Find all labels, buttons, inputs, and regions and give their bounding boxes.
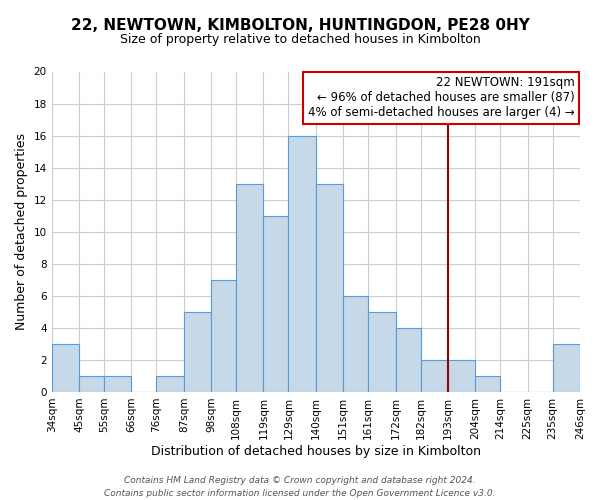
Bar <box>421 360 448 392</box>
Bar <box>395 328 421 392</box>
Bar <box>475 376 500 392</box>
Bar <box>316 184 343 392</box>
Bar <box>263 216 289 392</box>
Text: 22, NEWTOWN, KIMBOLTON, HUNTINGDON, PE28 0HY: 22, NEWTOWN, KIMBOLTON, HUNTINGDON, PE28… <box>71 18 529 32</box>
Bar <box>157 376 184 392</box>
Bar <box>368 312 395 392</box>
Bar <box>553 344 580 392</box>
Bar <box>52 344 79 392</box>
Text: Contains HM Land Registry data © Crown copyright and database right 2024.
Contai: Contains HM Land Registry data © Crown c… <box>104 476 496 498</box>
Bar <box>79 376 104 392</box>
Bar <box>104 376 131 392</box>
X-axis label: Distribution of detached houses by size in Kimbolton: Distribution of detached houses by size … <box>151 444 481 458</box>
Y-axis label: Number of detached properties: Number of detached properties <box>15 133 28 330</box>
Bar <box>184 312 211 392</box>
Bar <box>448 360 475 392</box>
Bar <box>211 280 236 392</box>
Text: 22 NEWTOWN: 191sqm
← 96% of detached houses are smaller (87)
4% of semi-detached: 22 NEWTOWN: 191sqm ← 96% of detached hou… <box>308 76 575 120</box>
Bar <box>289 136 316 392</box>
Bar <box>343 296 368 392</box>
Bar <box>236 184 263 392</box>
Text: Size of property relative to detached houses in Kimbolton: Size of property relative to detached ho… <box>119 34 481 46</box>
